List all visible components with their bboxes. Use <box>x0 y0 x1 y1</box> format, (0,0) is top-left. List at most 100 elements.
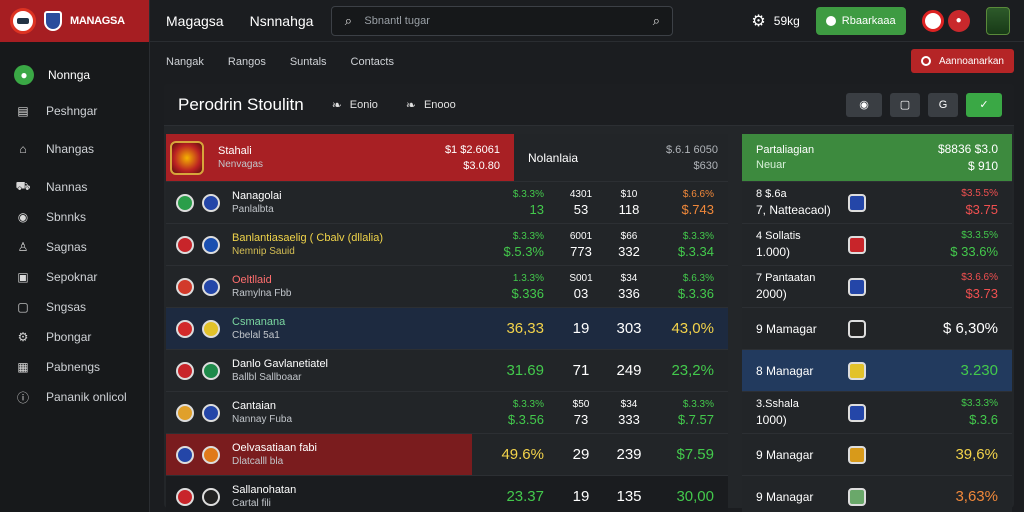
side-item-label: 9 Managar <box>756 489 814 504</box>
eye-icon[interactable]: ◉ <box>846 92 882 117</box>
list-item[interactable]: 3.Sshala 1000) $3.3.3% $.3.6 <box>742 392 1012 434</box>
list-item[interactable]: 9 Managar 39,6% <box>742 434 1012 476</box>
header-subname: Nenvagas <box>218 159 264 170</box>
search-submit-icon[interactable]: ⌕ <box>652 12 661 28</box>
team-crest-icon <box>176 487 194 506</box>
sidebar-item-sbnnks[interactable]: ◉ Sbnnks <box>0 202 149 232</box>
settings-control[interactable]: ⚙ 59kg <box>751 11 799 31</box>
sidebar-item-sngsas[interactable]: ▢ Sngsas <box>0 292 149 322</box>
cell-value: $.6.6% <box>682 188 714 200</box>
list-item[interactable]: 9 Managar 3,63% <box>742 476 1012 512</box>
subnav-link-nangak[interactable]: Nangak <box>166 56 204 68</box>
flag-icon[interactable] <box>921 9 944 32</box>
side-header-value: $8836 $3.0 <box>937 142 998 156</box>
message-icon: ▣ <box>17 270 29 284</box>
table-row[interactable]: Sallanohatan Cartal fili 23.37 19 135 30… <box>166 476 728 512</box>
cell-value: 333 <box>618 411 640 427</box>
team-crest-icon <box>202 487 220 506</box>
table-row[interactable]: Csmanana Cbelal 5a1 36,33 19 303 43,0% <box>166 308 728 350</box>
notification-button[interactable]: Rbaarkaaa <box>815 6 906 35</box>
team-crest-icon <box>202 193 220 212</box>
sidebar-item-label: Sagnas <box>46 240 87 254</box>
list-item[interactable]: 8 Managar 3.230 <box>742 350 1012 392</box>
top-subtitle[interactable]: Nsnnahga <box>249 12 314 29</box>
cell-value: 332 <box>618 243 640 259</box>
cell-value: $66 <box>620 230 638 242</box>
table-row[interactable]: Oeltllaid Ramylna Fbb 1.3.3% $.336 S001 … <box>166 266 728 308</box>
panel-header: Perodrin Stoulitn ❧ Eonio ❧ Enooo ◉ ▢ G … <box>164 84 1014 126</box>
main-table-body: Nanagolai Panlalbta $.3.3% 13 4301 53 $1… <box>166 182 728 512</box>
cell-value: 53 <box>573 201 589 217</box>
list-item[interactable]: 4 Sollatis 1.000) $3.3.5% $ 33.6% <box>742 224 1012 266</box>
cell-value: $.3.3% <box>512 230 544 242</box>
panel-link-eonio[interactable]: ❧ Eonio <box>332 98 378 112</box>
side-item-value: $ 6,30% <box>942 320 998 337</box>
subnav-link-suntals[interactable]: Suntals <box>289 56 327 68</box>
table-row[interactable]: Oelvasatiaan fabi Dlatcalll bla 49.6% 29… <box>166 434 728 476</box>
side-item-value-2: $3.75 <box>965 202 998 217</box>
sidebar-item-peshngar[interactable]: ▤ Peshngar <box>0 96 149 126</box>
side-item-value: 3,63% <box>955 488 998 505</box>
header-amount: $1 $2.6061 <box>444 143 500 156</box>
brand[interactable]: MANAGSA <box>0 0 149 42</box>
table-row[interactable]: Nanagolai Panlalbta $.3.3% 13 4301 53 $1… <box>166 182 728 224</box>
subnav-link-rangos[interactable]: Rangos <box>227 56 266 68</box>
search-box[interactable]: ⌕ ⌕ <box>331 5 674 36</box>
sidebar-item-nannas[interactable]: ⛟ Nannas <box>0 172 149 202</box>
main-table: Stahali Nenvagas $1 $2.6061 $3.0.80 Nola… <box>166 134 728 512</box>
side-item-value: $3.3.3% <box>961 398 998 409</box>
table-row[interactable]: Danlo Gavlanetiatel Ballbl Sallboaar 31.… <box>166 350 728 392</box>
team-crest-icon <box>202 445 220 464</box>
cell-value: $.3.56 <box>507 411 544 427</box>
panel-link-enooo[interactable]: ❧ Enooo <box>406 98 456 112</box>
check-icon[interactable]: ✓ <box>966 92 1002 117</box>
side-item-value: 39,6% <box>955 446 998 463</box>
team-crest-icon <box>848 235 866 254</box>
avatar[interactable] <box>985 6 1010 35</box>
side-item-label: 7 Pantaatan <box>756 272 816 284</box>
sidebar-item-label: Peshngar <box>46 104 98 118</box>
team-name: Nanagolai <box>232 190 282 202</box>
badge-icon[interactable]: ● <box>947 9 970 32</box>
list-item[interactable]: 9 Mamagar $ 6,30% <box>742 308 1012 350</box>
team-crest-icon <box>176 319 194 338</box>
cell-value: 30,00 <box>676 488 714 505</box>
sidebar-item-pabnengs[interactable]: ▦ Pabnengs <box>0 352 149 382</box>
team-crest-icon <box>848 277 866 296</box>
subnav-link-contacts[interactable]: Contacts <box>350 56 394 68</box>
brand-name: MANAGSA <box>70 15 125 27</box>
table-row[interactable]: Cantaian Nannay Fuba $.3.3% $.3.56 $50 7… <box>166 392 728 434</box>
sidebar-item-sepoknar[interactable]: ▣ Sepoknar <box>0 262 149 292</box>
search-input[interactable] <box>364 14 641 27</box>
team-subname: Ballbl Sallboaar <box>232 372 302 383</box>
column-header-value: $.6.1 6050 <box>666 143 718 156</box>
cell-value: $.3.3% <box>682 230 714 242</box>
team-crest-icon <box>176 445 194 464</box>
brand-logo-icon <box>10 8 36 34</box>
info-icon: ⓘ <box>16 390 29 405</box>
sidebar-item-label: Sbnnks <box>46 210 87 224</box>
list-item[interactable]: 7 Pantaatan 2000) $3.6.6% $3.73 <box>742 266 1012 308</box>
side-item-value: 3.230 <box>960 362 998 379</box>
team-crest-icon <box>202 361 220 380</box>
side-item-label: 8 $.6a <box>756 188 787 200</box>
side-header-subtitle: Neuar <box>756 159 786 171</box>
sidebar-item-label: Pananik onlicol <box>46 390 127 404</box>
sidebar-item-sagnas[interactable]: ♙ Sagnas <box>0 232 149 262</box>
team-subname: Cbelal 5a1 <box>232 330 280 341</box>
top-bar: Magagsa Nsnnahga ⌕ ⌕ ⚙ 59kg Rbaarkaaa ● <box>150 0 1024 42</box>
refresh-icon[interactable]: G <box>928 92 958 117</box>
sidebar-item-nhangas[interactable]: ⌂ Nhangas <box>0 134 149 164</box>
table-row[interactable]: Banlantiasaelig ( Cbalv (dllalia) Nemnip… <box>166 224 728 266</box>
settings-icon: ⚙ <box>17 330 29 344</box>
square-icon[interactable]: ▢ <box>890 92 920 117</box>
team-crest-icon <box>848 445 866 464</box>
leaf-icon: ❧ <box>331 97 342 112</box>
sidebar-item-nonnga[interactable]: ● Nonnga <box>0 60 149 90</box>
sidebar-item-pbongar[interactable]: ⚙ Pbongar <box>0 322 149 352</box>
subnav-action-button[interactable]: Aannoanarkan <box>910 49 1014 73</box>
sidebar-item-panank[interactable]: ⓘ Pananik onlicol <box>0 382 149 412</box>
top-title[interactable]: Magagsa <box>166 12 224 29</box>
list-item[interactable]: 8 $.6a 7, Natteacaol) $3.5.5% $3.75 <box>742 182 1012 224</box>
team-name: Oelvasatiaan fabi <box>232 442 317 454</box>
